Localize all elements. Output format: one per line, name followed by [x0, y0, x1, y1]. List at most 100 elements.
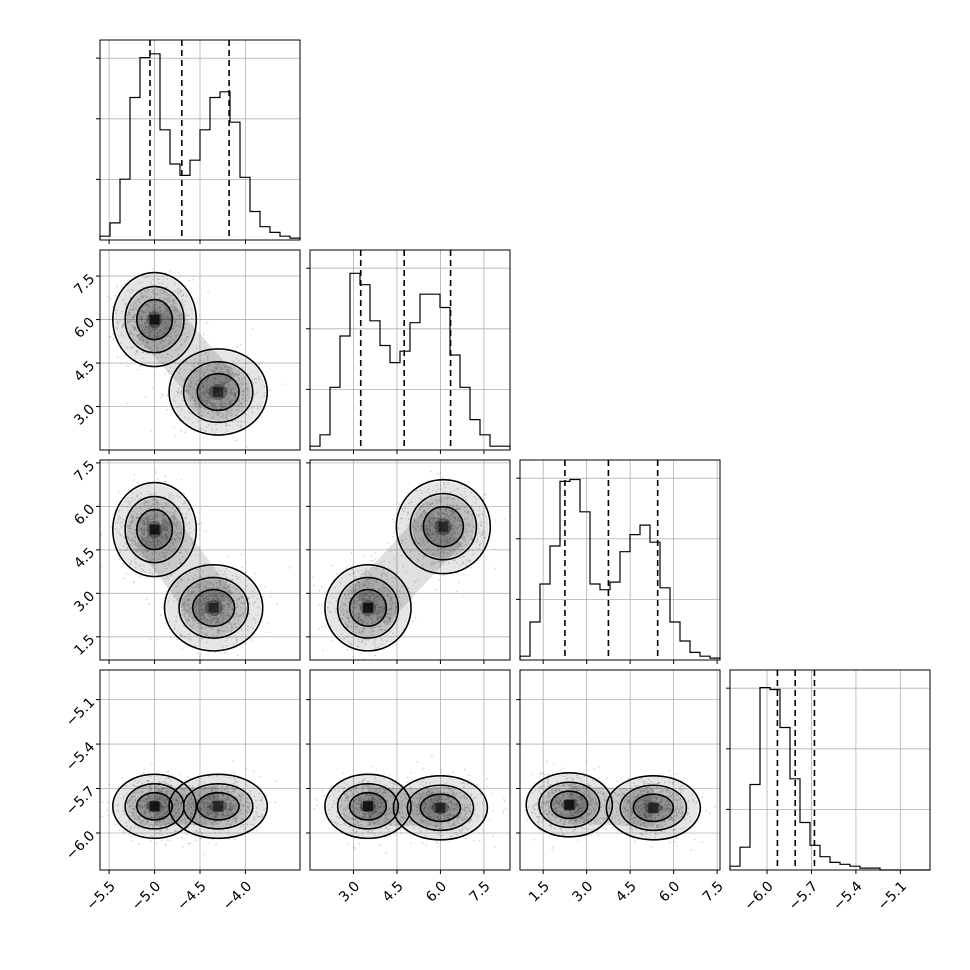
scatter-point [241, 380, 243, 383]
scatter-point [118, 829, 121, 831]
scatter-point [316, 592, 319, 595]
scatter-point [439, 541, 442, 544]
scatter-point [180, 801, 183, 803]
scatter-point [162, 345, 165, 348]
scatter-point [352, 583, 354, 586]
scatter-point [471, 513, 474, 516]
scatter-point [141, 281, 144, 284]
scatter-point [262, 596, 264, 598]
scatter-point [131, 811, 133, 813]
scatter-point [163, 524, 166, 527]
scatter-point [156, 537, 159, 540]
scatter-point [159, 797, 161, 800]
x-tick-label: −5.4 [830, 878, 865, 913]
scatter-point [165, 548, 168, 551]
scatter-point [254, 621, 257, 624]
scatter-point [191, 396, 194, 399]
scatter-point [166, 526, 168, 529]
scatter-point [162, 514, 165, 517]
scatter-point [156, 817, 159, 819]
scatter-point [470, 567, 472, 569]
scatter-point [169, 340, 171, 343]
scatter-point [173, 815, 176, 818]
scatter-point [228, 603, 231, 606]
scatter-point [169, 806, 172, 809]
contour-line [409, 492, 478, 561]
scatter-point [135, 814, 138, 817]
scatter-point [107, 832, 110, 835]
scatter-point [420, 515, 423, 517]
scatter-point [240, 602, 242, 604]
scatter-point [199, 837, 202, 840]
scatter-point [216, 634, 219, 637]
scatter-point [155, 786, 158, 789]
scatter-point [349, 585, 352, 588]
scatter-point [123, 524, 125, 527]
scatter-point [133, 329, 136, 331]
scatter-point [171, 814, 174, 817]
scatter-point [357, 612, 360, 615]
scatter-point [174, 524, 177, 526]
scatter-point [443, 552, 446, 554]
scatter-point [143, 522, 145, 524]
scatter-point [438, 520, 441, 522]
scatter-point [430, 533, 433, 536]
scatter-point [435, 531, 437, 533]
histogram-bars [99, 53, 301, 240]
scatter-point [414, 540, 417, 542]
scatter-point [188, 331, 191, 333]
scatter-point [135, 786, 138, 788]
scatter-point [164, 800, 167, 803]
scatter-point [199, 601, 202, 603]
scatter-point [225, 430, 228, 432]
scatter-point [153, 498, 156, 500]
scatter-point [221, 813, 224, 816]
scatter-point [247, 629, 249, 631]
scatter-point [208, 620, 211, 623]
scatter-point [463, 506, 466, 509]
scatter-point [154, 303, 156, 306]
scatter-point [146, 805, 149, 807]
scatter-point [132, 814, 134, 816]
scatter-point [366, 578, 369, 581]
scatter-point [164, 327, 167, 329]
scatter-point [341, 610, 344, 613]
scatter-point [196, 586, 199, 589]
scatter-point [166, 315, 169, 317]
scatter-point [147, 802, 150, 805]
scatter-point [178, 372, 181, 375]
scatter-point [248, 612, 251, 615]
scatter-point [128, 799, 131, 802]
scatter-point [179, 562, 181, 565]
scatter-point [202, 599, 204, 601]
scatter-point [440, 540, 443, 542]
scatter-point [181, 610, 184, 612]
scatter-panel [306, 459, 511, 664]
scatter-point [179, 551, 182, 554]
scatter-point [165, 534, 168, 537]
scatter-point [201, 637, 203, 640]
scatter-point [133, 539, 136, 542]
scatter-point [202, 436, 205, 439]
scatter-point [364, 642, 367, 645]
scatter-point [126, 525, 129, 528]
scatter-point [417, 526, 420, 529]
scatter-point [193, 590, 196, 593]
scatter-point [389, 600, 391, 602]
scatter-point [177, 591, 180, 594]
scatter-point [388, 617, 391, 620]
scatter-point [161, 809, 164, 811]
scatter-point [371, 626, 374, 629]
scatter-point [109, 336, 111, 338]
scatter-point [212, 407, 215, 410]
scatter-point [178, 808, 181, 811]
scatter-point [159, 301, 162, 304]
grid [100, 670, 300, 870]
scatter-point [247, 625, 249, 627]
scatter-point [224, 378, 227, 380]
scatter-point [205, 634, 208, 637]
scatter-point [203, 610, 206, 612]
scatter-point [199, 655, 201, 658]
scatter-point [187, 509, 190, 512]
scatter-point [144, 805, 147, 808]
